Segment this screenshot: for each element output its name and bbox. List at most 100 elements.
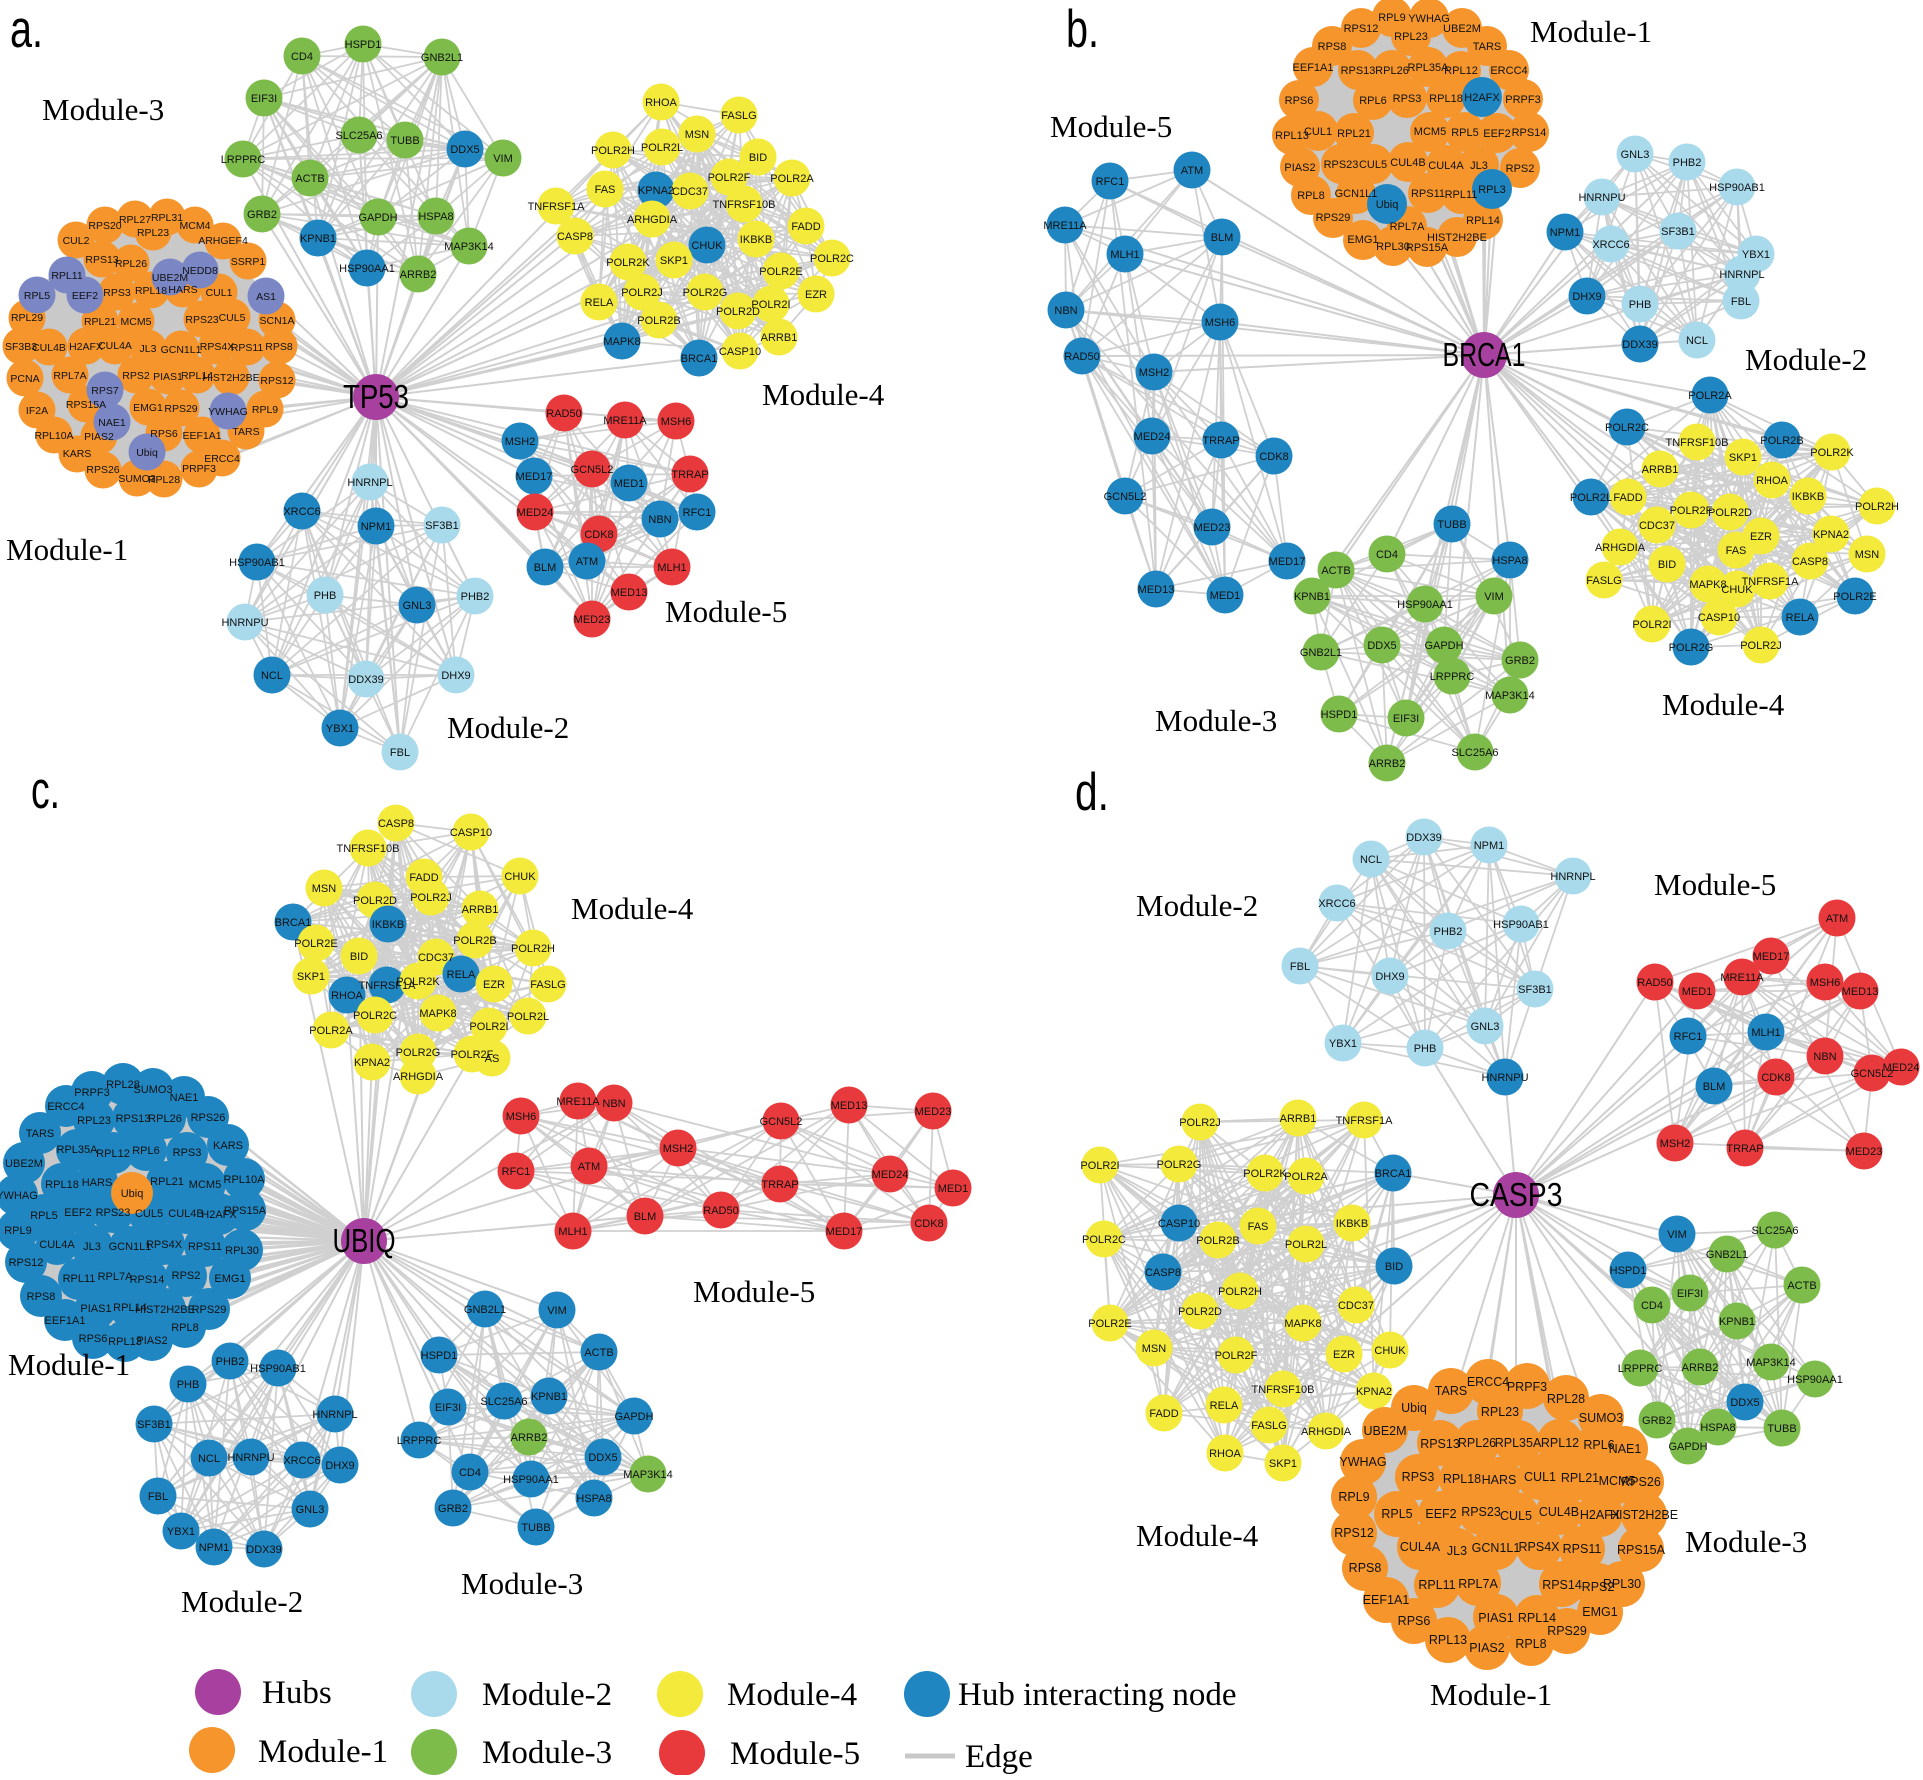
svg-text:HSP90AA1: HSP90AA1	[1397, 599, 1453, 611]
svg-text:Ubiq: Ubiq	[1401, 1401, 1427, 1415]
svg-text:DHX9: DHX9	[1572, 291, 1601, 303]
svg-text:RPS23: RPS23	[185, 314, 218, 326]
svg-text:SF3B3: SF3B3	[5, 341, 37, 353]
svg-text:Module-3: Module-3	[482, 1735, 612, 1771]
svg-text:MLH1: MLH1	[657, 562, 686, 574]
svg-text:Edge: Edge	[965, 1739, 1033, 1775]
svg-text:RPL6: RPL6	[1359, 95, 1387, 107]
svg-text:ARRB2: ARRB2	[511, 1432, 548, 1444]
svg-text:NBN: NBN	[1813, 1051, 1836, 1063]
svg-text:RPS6: RPS6	[1285, 95, 1314, 107]
svg-text:POLR2C: POLR2C	[353, 1010, 397, 1022]
svg-text:MED1: MED1	[614, 478, 645, 490]
svg-text:RPS15A: RPS15A	[224, 1205, 267, 1217]
svg-text:RPS26: RPS26	[191, 1112, 226, 1124]
svg-text:LRPPRC: LRPPRC	[397, 1435, 442, 1447]
svg-text:POLR2L: POLR2L	[641, 142, 683, 154]
svg-text:CDK8: CDK8	[584, 529, 613, 541]
svg-text:MSN: MSN	[1855, 549, 1880, 561]
svg-text:VIM: VIM	[547, 1305, 567, 1317]
svg-text:RPS29: RPS29	[1547, 1624, 1587, 1638]
svg-text:KPNA2: KPNA2	[1356, 1386, 1392, 1398]
svg-text:MED1: MED1	[938, 1183, 969, 1195]
svg-text:KARS: KARS	[63, 448, 92, 460]
svg-text:b.: b.	[1066, 0, 1099, 59]
svg-text:JL3: JL3	[140, 343, 157, 355]
svg-text:ACTB: ACTB	[1321, 565, 1350, 577]
svg-text:ARHGDIA: ARHGDIA	[393, 1071, 444, 1083]
svg-text:MSH2: MSH2	[505, 436, 536, 448]
svg-text:RPS26: RPS26	[1621, 1475, 1661, 1489]
svg-text:Module-1: Module-1	[1430, 1677, 1552, 1712]
svg-text:KPNA2: KPNA2	[1813, 529, 1849, 541]
svg-text:GCN1L1: GCN1L1	[109, 1241, 152, 1253]
svg-text:RPS3: RPS3	[173, 1147, 202, 1159]
svg-text:RPL35A: RPL35A	[57, 1144, 99, 1156]
svg-text:POLR2E: POLR2E	[1833, 591, 1876, 603]
svg-text:RPS8: RPS8	[1318, 41, 1347, 53]
svg-text:BID: BID	[1658, 559, 1676, 571]
svg-text:CHUK: CHUK	[1721, 584, 1753, 596]
svg-text:RPL13: RPL13	[108, 1336, 142, 1348]
svg-text:RPS2: RPS2	[1506, 163, 1535, 175]
svg-text:Module-4: Module-4	[1136, 1518, 1259, 1553]
svg-text:HSP90AB1: HSP90AB1	[1493, 919, 1549, 931]
svg-text:HARS: HARS	[168, 284, 197, 296]
svg-text:YBX1: YBX1	[326, 723, 354, 735]
svg-text:POLR2D: POLR2D	[1708, 507, 1752, 519]
svg-text:MAPK8: MAPK8	[1689, 579, 1726, 591]
svg-text:Module-1: Module-1	[6, 532, 128, 567]
svg-text:POLR2I: POLR2I	[1632, 619, 1671, 631]
svg-text:RPS8: RPS8	[265, 341, 293, 353]
svg-text:ARHGDIA: ARHGDIA	[627, 214, 678, 226]
svg-text:GNB2L1: GNB2L1	[464, 1304, 506, 1316]
svg-text:EIF3I: EIF3I	[1677, 1288, 1703, 1300]
svg-text:RFC1: RFC1	[683, 507, 712, 519]
svg-text:RPS3: RPS3	[1402, 1470, 1435, 1484]
svg-text:CASP10: CASP10	[1698, 612, 1740, 624]
svg-text:HIST2H2BE: HIST2H2BE	[1427, 232, 1487, 244]
svg-text:Module-4: Module-4	[762, 377, 885, 412]
svg-text:AS: AS	[485, 1053, 500, 1065]
svg-text:Module-4: Module-4	[727, 1677, 857, 1713]
svg-text:POLR2K: POLR2K	[1243, 1168, 1287, 1180]
svg-text:ARHGDIA: ARHGDIA	[1301, 1426, 1352, 1438]
svg-text:BRCA1: BRCA1	[1443, 336, 1526, 373]
svg-text:RPL23: RPL23	[137, 227, 169, 239]
svg-text:GRB2: GRB2	[1505, 655, 1535, 667]
svg-text:RFC1: RFC1	[1096, 176, 1125, 188]
svg-text:FASLG: FASLG	[1586, 575, 1621, 587]
svg-text:DDX5: DDX5	[588, 1452, 617, 1464]
svg-text:POLR2K: POLR2K	[396, 976, 440, 988]
svg-text:PHB2: PHB2	[216, 1356, 245, 1368]
svg-text:ARHGEF4: ARHGEF4	[198, 235, 248, 247]
svg-text:RPL10A: RPL10A	[34, 430, 73, 442]
svg-text:POLR2F: POLR2F	[1215, 1350, 1258, 1362]
svg-text:MSH2: MSH2	[663, 1143, 694, 1155]
svg-text:TUBB: TUBB	[1767, 1423, 1796, 1435]
svg-text:EEF2: EEF2	[1425, 1507, 1456, 1521]
svg-text:RPS13: RPS13	[116, 1113, 151, 1125]
svg-text:RPS14: RPS14	[1512, 127, 1547, 139]
svg-text:LRPPRC: LRPPRC	[221, 154, 266, 166]
svg-text:POLR2G: POLR2G	[1669, 642, 1714, 654]
svg-text:CUL5: CUL5	[135, 1208, 163, 1220]
svg-text:FADD: FADD	[791, 221, 820, 233]
svg-text:BID: BID	[1385, 1261, 1403, 1273]
svg-text:RPL26: RPL26	[148, 1113, 182, 1125]
svg-text:SKP1: SKP1	[660, 255, 688, 267]
svg-text:CUL5: CUL5	[219, 312, 246, 324]
svg-text:RHOA: RHOA	[645, 97, 677, 109]
svg-text:POLR2G: POLR2G	[683, 287, 728, 299]
svg-text:PIAS1: PIAS1	[1478, 1611, 1513, 1625]
svg-text:MED1: MED1	[1682, 986, 1713, 998]
svg-text:FBL: FBL	[1290, 961, 1310, 973]
svg-text:NBN: NBN	[1054, 305, 1077, 317]
svg-text:POLR2L: POLR2L	[507, 1011, 549, 1023]
svg-text:TRRAP: TRRAP	[761, 1179, 798, 1191]
svg-text:BLM: BLM	[634, 1211, 657, 1223]
svg-text:RPL8: RPL8	[1297, 190, 1325, 202]
svg-text:RPL10A: RPL10A	[224, 1174, 266, 1186]
svg-text:CASP8: CASP8	[1145, 1267, 1181, 1279]
svg-text:CASP10: CASP10	[450, 827, 492, 839]
